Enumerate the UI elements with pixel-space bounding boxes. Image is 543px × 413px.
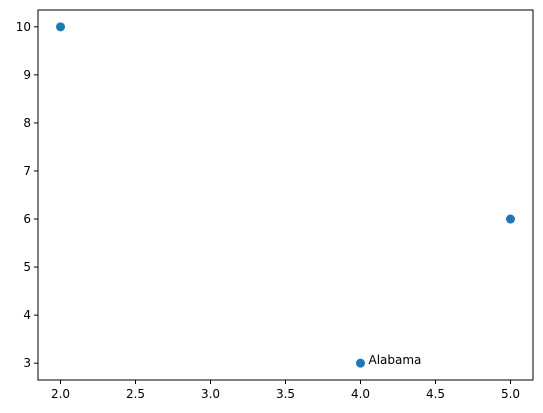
scatter-point — [506, 215, 515, 224]
x-tick-label: 3.0 — [201, 387, 220, 401]
scatter-point — [56, 22, 65, 31]
x-axis-ticks: 2.0 2.5 3.0 3.5 4.0 4.5 5.0 — [51, 380, 520, 401]
x-tick-label: 2.0 — [51, 387, 70, 401]
annotations: Alabama — [369, 353, 422, 367]
y-axis-ticks: 3 4 5 6 7 8 9 10 — [16, 20, 38, 370]
y-tick-label: 10 — [16, 20, 31, 34]
x-tick-label: 3.5 — [276, 387, 295, 401]
x-tick-label: 2.5 — [126, 387, 145, 401]
y-tick-label: 3 — [23, 356, 31, 370]
plot-frame — [38, 10, 533, 380]
data-points — [56, 22, 515, 367]
point-annotation: Alabama — [369, 353, 422, 367]
x-tick-label: 4.0 — [351, 387, 370, 401]
y-tick-label: 7 — [23, 164, 31, 178]
y-tick-label: 5 — [23, 260, 31, 274]
y-tick-label: 8 — [23, 116, 31, 130]
x-tick-label: 4.5 — [426, 387, 445, 401]
y-tick-label: 6 — [23, 212, 31, 226]
y-tick-label: 9 — [23, 68, 31, 82]
x-tick-label: 5.0 — [501, 387, 520, 401]
y-tick-label: 4 — [23, 308, 31, 322]
scatter-point — [356, 359, 365, 368]
